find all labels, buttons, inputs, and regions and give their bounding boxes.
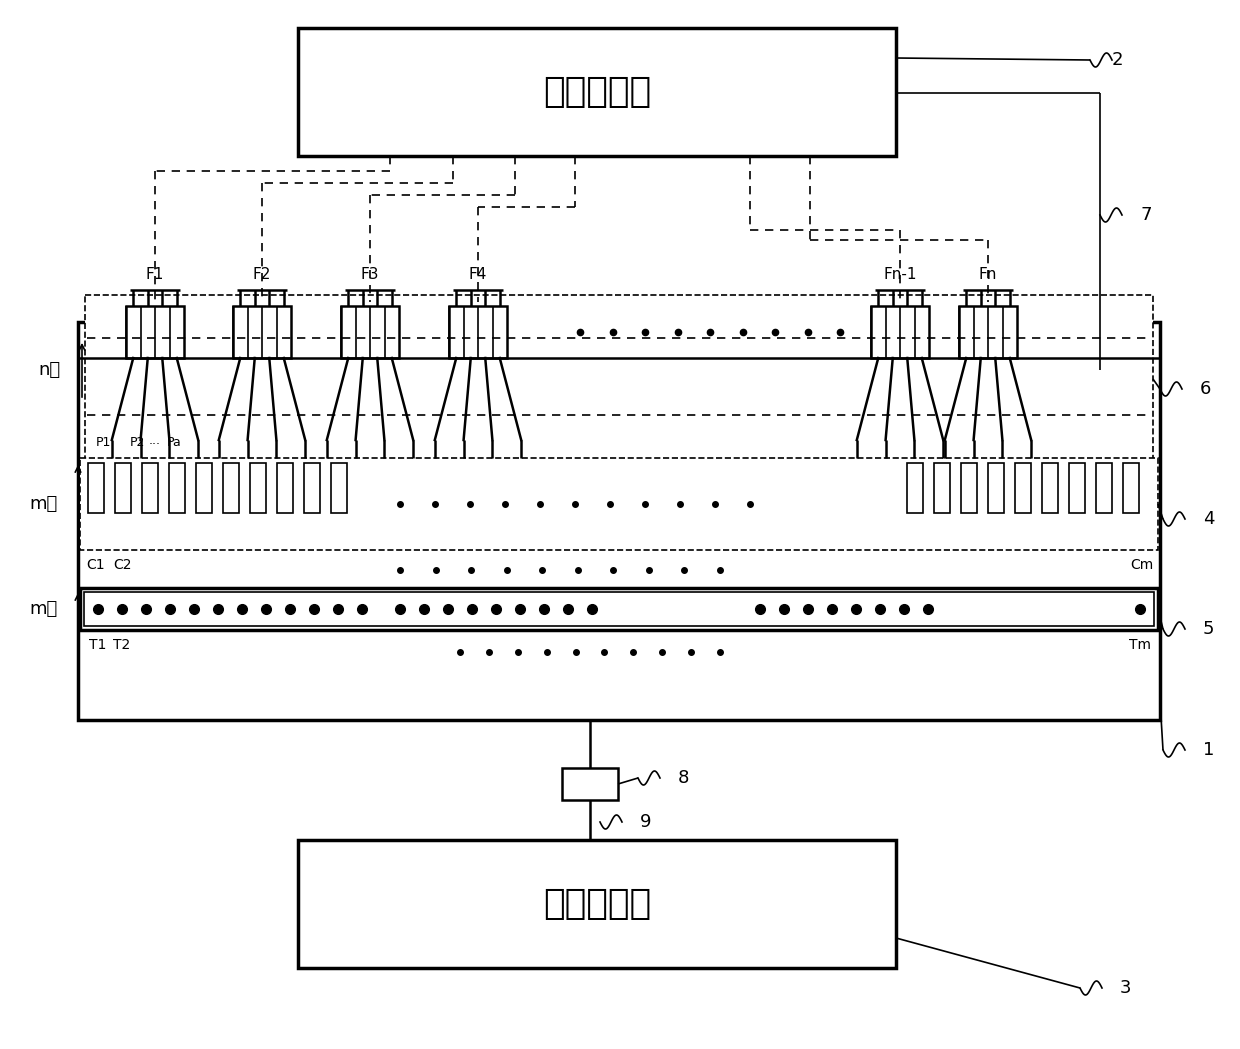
Bar xyxy=(223,463,239,513)
Bar xyxy=(115,463,131,513)
Text: P1: P1 xyxy=(97,436,112,450)
Text: Fn: Fn xyxy=(978,267,997,282)
Bar xyxy=(331,463,347,513)
Bar xyxy=(870,306,929,358)
Text: m个: m个 xyxy=(30,600,58,618)
Bar xyxy=(961,463,977,513)
Text: Cm: Cm xyxy=(1131,558,1153,572)
Bar xyxy=(88,463,104,513)
Bar xyxy=(1042,463,1058,513)
Bar xyxy=(78,322,1159,720)
Bar xyxy=(81,458,1158,550)
Bar xyxy=(84,592,1154,626)
Bar xyxy=(304,463,320,513)
Bar xyxy=(169,463,185,513)
Bar xyxy=(906,463,923,513)
Text: 8: 8 xyxy=(678,769,689,787)
Bar xyxy=(1069,463,1085,513)
Text: 3: 3 xyxy=(1120,979,1131,997)
Text: 4: 4 xyxy=(1203,510,1214,528)
Text: 9: 9 xyxy=(640,813,651,831)
Text: T1: T1 xyxy=(89,638,107,652)
Bar xyxy=(196,463,212,513)
Text: 1: 1 xyxy=(1203,741,1214,759)
Text: 7: 7 xyxy=(1140,206,1152,224)
Bar xyxy=(298,840,897,968)
Bar xyxy=(1096,463,1112,513)
Bar xyxy=(277,463,293,513)
Bar xyxy=(86,295,1153,463)
Bar xyxy=(934,463,950,513)
Text: 6: 6 xyxy=(1200,380,1211,398)
Text: F3: F3 xyxy=(361,267,379,282)
Text: Pa: Pa xyxy=(167,436,182,450)
Text: F2: F2 xyxy=(253,267,272,282)
Text: 阴极控制器: 阴极控制器 xyxy=(543,74,651,109)
Bar xyxy=(250,463,267,513)
Bar xyxy=(233,306,291,358)
Bar xyxy=(988,463,1004,513)
Text: F1: F1 xyxy=(146,267,164,282)
Bar xyxy=(1123,463,1140,513)
Bar xyxy=(298,28,897,156)
Text: T2: T2 xyxy=(113,638,130,652)
Text: 2: 2 xyxy=(1112,51,1123,69)
Text: n个: n个 xyxy=(38,361,60,379)
Text: ...: ... xyxy=(149,434,161,448)
Text: F4: F4 xyxy=(469,267,487,282)
Bar xyxy=(143,463,157,513)
Text: 阳极控制器: 阳极控制器 xyxy=(543,887,651,921)
Bar xyxy=(341,306,399,358)
Text: 5: 5 xyxy=(1203,620,1214,638)
Text: C2: C2 xyxy=(114,558,133,572)
Text: Tm: Tm xyxy=(1128,638,1151,652)
Text: P2: P2 xyxy=(130,436,145,450)
Bar xyxy=(562,768,618,800)
Bar xyxy=(959,306,1017,358)
Bar xyxy=(81,588,1158,630)
Bar xyxy=(449,306,507,358)
Text: C1: C1 xyxy=(87,558,105,572)
Text: Fn-1: Fn-1 xyxy=(883,267,916,282)
Text: m个: m个 xyxy=(30,495,58,513)
Bar xyxy=(1016,463,1030,513)
Bar xyxy=(126,306,184,358)
